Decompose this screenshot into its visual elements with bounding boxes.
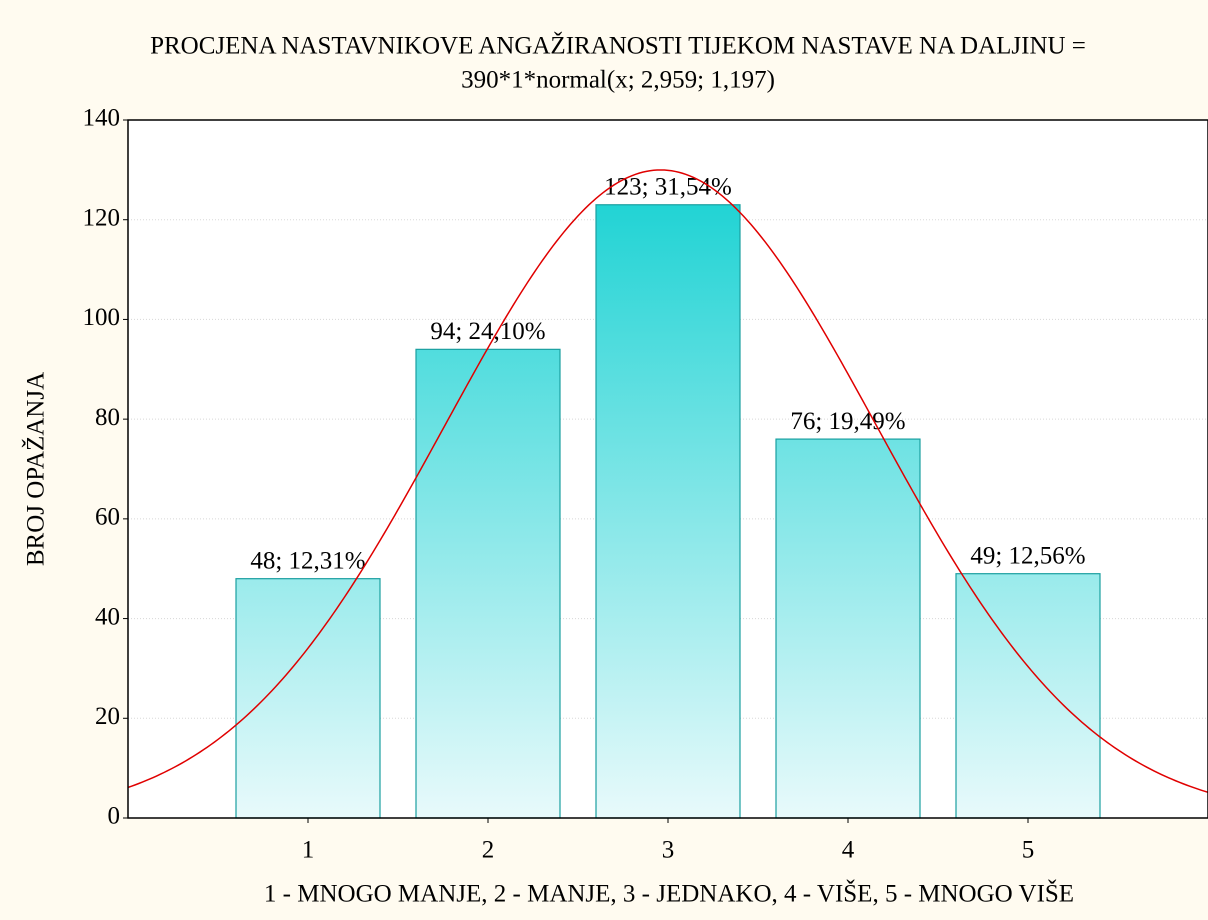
x-tick-label: 1 <box>302 837 315 864</box>
chart-title: 390*1*normal(x; 2,959; 1,197) <box>461 67 775 94</box>
data-label: 123; 31,54% <box>604 173 732 200</box>
x-axis-label: 1 - MNOGO MANJE, 2 - MANJE, 3 - JEDNAKO,… <box>264 879 1074 908</box>
bar <box>955 573 1101 819</box>
bar <box>415 348 561 819</box>
x-tick-label: 4 <box>842 837 855 864</box>
data-label: 94; 24,10% <box>430 318 545 345</box>
y-tick-label: 120 <box>83 204 121 231</box>
y-tick-label: 20 <box>95 703 120 730</box>
fit-curve <box>128 169 1208 794</box>
chart-title: PROCJENA NASTAVNIKOVE ANGAŽIRANOSTI TIJE… <box>150 32 1086 60</box>
y-axis-label: BROJ OPAŽANJA <box>22 372 50 566</box>
y-tick-label: 60 <box>95 504 120 531</box>
bar <box>235 578 381 819</box>
bar <box>595 204 741 819</box>
y-tick-label: 80 <box>95 404 120 431</box>
y-tick-label: 0 <box>108 803 121 830</box>
y-tick-label: 140 <box>83 105 121 132</box>
data-label: 48; 12,31% <box>250 547 365 574</box>
bar <box>775 438 921 819</box>
data-label: 49; 12,56% <box>970 542 1085 569</box>
plot-border <box>127 119 1208 819</box>
x-tick-label: 5 <box>1022 837 1035 864</box>
data-label: 76; 19,49% <box>790 408 905 435</box>
y-tick-label: 100 <box>83 304 121 331</box>
x-tick-label: 2 <box>482 837 495 864</box>
x-tick-label: 3 <box>662 837 675 864</box>
y-tick-label: 40 <box>95 603 120 630</box>
